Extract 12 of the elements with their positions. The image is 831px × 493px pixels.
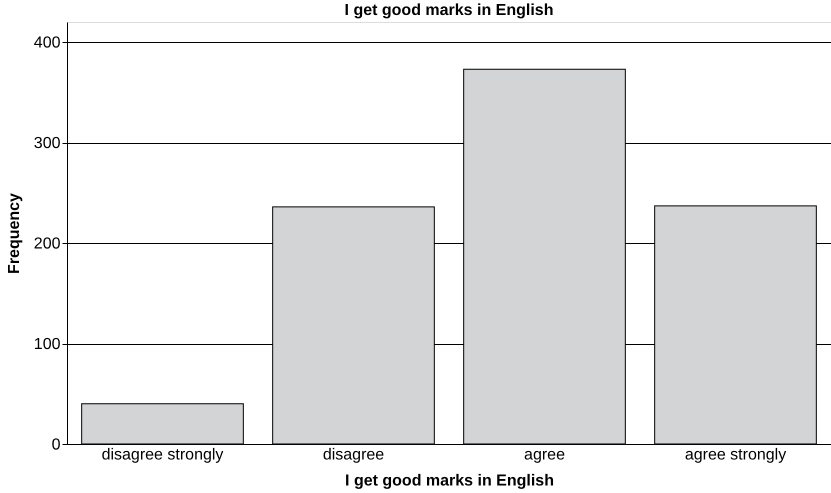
y-axis-title: Frequency xyxy=(6,192,23,274)
y-tick-label: 100 xyxy=(34,336,61,354)
x-tick-label: agree strongly xyxy=(684,446,786,464)
x-tick-label: disagree strongly xyxy=(102,446,224,464)
x-tick-label: agree xyxy=(524,446,566,464)
x-tick-label: disagree xyxy=(322,446,384,464)
y-tick-label: 300 xyxy=(34,135,61,152)
y-tick-label: 400 xyxy=(34,34,61,52)
y-tick-label: 0 xyxy=(52,436,61,454)
chart-title: I get good marks in English xyxy=(344,2,554,19)
x-axis-title: I get good marks in English xyxy=(345,472,554,490)
y-tick-label: 200 xyxy=(34,236,61,253)
